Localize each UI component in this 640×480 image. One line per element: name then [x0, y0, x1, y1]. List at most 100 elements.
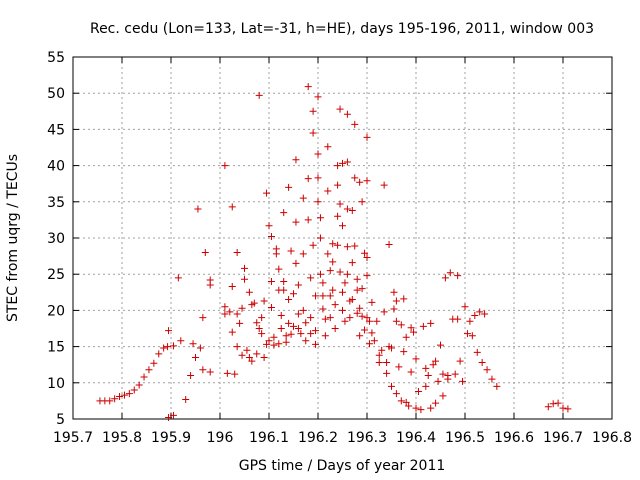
data-point [468, 332, 476, 340]
data-point [361, 326, 369, 334]
data-point [380, 181, 388, 189]
x-tick-label: 196.5 [445, 430, 485, 446]
x-tick-label: 195.8 [102, 430, 142, 446]
data-point [314, 198, 322, 206]
data-point [285, 183, 293, 191]
data-point [187, 372, 195, 380]
data-point [304, 83, 312, 91]
data-point [375, 359, 383, 367]
data-point [334, 241, 342, 249]
data-point [390, 305, 398, 313]
data-point [312, 292, 320, 300]
x-tick-label: 196.2 [298, 430, 338, 446]
data-point [461, 303, 469, 311]
data-point [478, 359, 486, 367]
data-point [285, 319, 293, 327]
data-point [419, 322, 427, 330]
data-point [361, 249, 369, 257]
data-point [456, 357, 464, 365]
data-point [307, 330, 315, 338]
data-point [321, 315, 329, 323]
data-point [446, 269, 454, 277]
data-point [481, 310, 489, 318]
data-point [165, 327, 173, 335]
data-point [336, 268, 344, 276]
data-point [454, 272, 462, 280]
data-point [270, 333, 278, 341]
data-point [255, 325, 263, 332]
data-point [307, 274, 315, 282]
data-point [314, 93, 322, 101]
data-point [307, 314, 315, 322]
data-point [432, 399, 440, 407]
data-point [192, 353, 199, 361]
data-point [343, 110, 351, 118]
data-point [402, 398, 410, 406]
data-point [339, 222, 346, 230]
data-point [319, 292, 327, 300]
data-point [343, 205, 351, 213]
data-point [314, 150, 322, 158]
data-point [405, 402, 413, 410]
data-point [294, 281, 302, 289]
data-point [169, 411, 177, 419]
y-tick-label: 30 [47, 231, 65, 247]
data-point [299, 250, 307, 258]
data-point [116, 393, 124, 401]
data-point [434, 377, 442, 385]
data-point [343, 158, 351, 166]
data-point [312, 327, 320, 335]
data-point [228, 203, 236, 211]
data-point [221, 310, 229, 318]
data-point [358, 198, 366, 206]
data-point [358, 285, 366, 293]
data-point [290, 290, 297, 298]
data-point [263, 189, 271, 197]
data-point [309, 241, 317, 249]
data-point [356, 332, 364, 340]
x-tick-label: 196.8 [592, 430, 632, 446]
data-point [302, 337, 310, 345]
data-point [299, 306, 307, 314]
y-tick-label: 55 [47, 50, 65, 66]
data-point [444, 375, 452, 383]
x-tick-label: 196.7 [543, 430, 583, 446]
data-point [280, 209, 288, 217]
data-point [228, 328, 236, 336]
data-point [363, 254, 371, 262]
data-point [223, 369, 231, 377]
x-tick-label: 196.3 [347, 430, 387, 446]
x-tick-label: 195.9 [151, 430, 191, 446]
data-point [348, 259, 356, 267]
data-point [287, 247, 295, 255]
data-point [174, 274, 182, 282]
data-point [255, 91, 263, 99]
data-point [392, 297, 400, 305]
data-point [248, 357, 256, 365]
data-point [363, 314, 371, 322]
data-point [412, 355, 420, 363]
data-point [125, 390, 133, 398]
data-point [395, 363, 403, 371]
data-point [267, 233, 275, 241]
data-point [106, 397, 114, 405]
data-point [410, 328, 418, 336]
data-point [564, 405, 572, 413]
data-point [111, 395, 119, 403]
data-point [304, 175, 312, 183]
data-point [339, 306, 346, 314]
data-point [233, 310, 241, 318]
data-point [407, 324, 415, 332]
data-point [363, 272, 371, 280]
x-tick-label: 195.7 [53, 430, 93, 446]
data-point [388, 344, 395, 352]
data-point [292, 156, 300, 164]
data-point [194, 205, 202, 213]
y-axis-label: STEC from uqrg / TECUs [5, 154, 21, 322]
data-point [324, 187, 332, 195]
data-point [250, 299, 258, 307]
data-point [326, 314, 334, 322]
data-point [189, 340, 197, 348]
data-point [292, 218, 300, 226]
